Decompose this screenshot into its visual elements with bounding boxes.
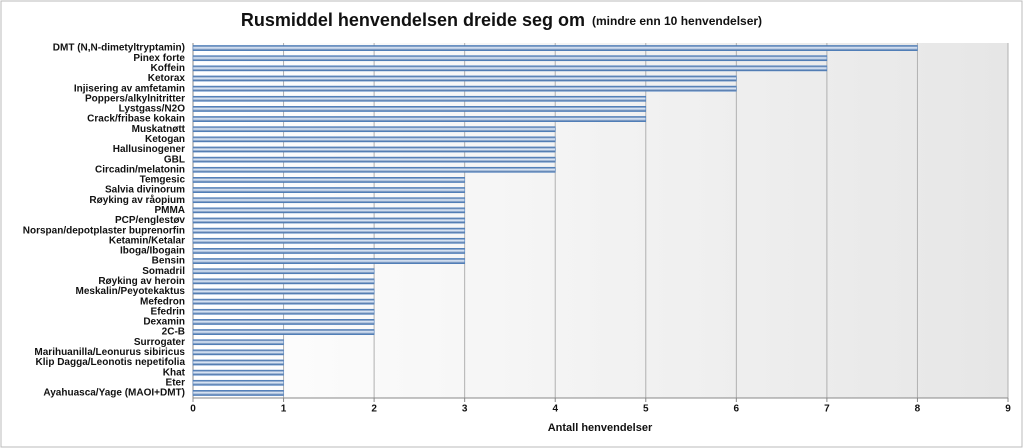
y-tick-label: Somadril — [142, 266, 185, 277]
x-tick-label: 8 — [915, 404, 921, 415]
bar — [192, 390, 284, 396]
chart-title: Rusmiddel henvendelsen dreide seg om — [241, 10, 585, 30]
bar — [192, 75, 737, 82]
y-tick-label: Mefedron — [140, 296, 185, 307]
x-tick-label: 1 — [281, 404, 287, 415]
bar — [192, 359, 284, 366]
bar — [192, 146, 556, 153]
bar — [192, 268, 375, 275]
y-tick-label: Circadin/melatonin — [95, 164, 185, 175]
x-tick-label: 0 — [190, 404, 196, 415]
bar — [192, 369, 284, 376]
bar — [192, 319, 375, 325]
bar — [192, 207, 465, 214]
bar — [192, 379, 284, 386]
bar — [192, 349, 284, 356]
y-tick-label: Crack/fribase kokain — [87, 114, 185, 125]
bar — [192, 95, 647, 102]
y-tick-label: Poppers/alkylnitritter — [85, 93, 185, 104]
chart-subtitle: (mindre enn 10 henvendelser) — [592, 14, 762, 28]
bar — [192, 65, 828, 72]
bar — [192, 177, 465, 183]
y-tick-label: Meskalin/Peyotekaktus — [76, 286, 186, 297]
bar — [192, 166, 556, 173]
y-tick-label: Ketorax — [148, 73, 186, 84]
y-tick-label: Khat — [163, 367, 186, 378]
y-tick-label: Dexamin — [143, 317, 185, 328]
bar — [192, 237, 465, 244]
x-tick-label: 6 — [734, 404, 740, 415]
bar — [192, 126, 556, 133]
y-tick-label: Iboga/Ibogain — [120, 246, 185, 257]
bar — [192, 339, 284, 346]
bar — [192, 85, 737, 92]
y-tick-label: PCP/englestøv — [115, 215, 185, 226]
bar — [192, 217, 465, 224]
y-tick-label: Klip Dagga/Leonotis nepetifolia — [36, 357, 186, 368]
y-tick-label: Eter — [166, 377, 186, 388]
y-tick-label: Røyking av råopium — [89, 194, 185, 206]
bar — [192, 187, 465, 193]
y-tick-label: Marihuanilla/Leonurus sibiricus — [34, 347, 185, 358]
y-tick-label: PMMA — [154, 205, 185, 216]
bar — [192, 248, 465, 254]
x-tick-label: 3 — [462, 404, 468, 415]
x-tick-label: 7 — [824, 404, 830, 415]
bar — [192, 227, 465, 234]
bar — [192, 197, 465, 204]
x-tick-label: 2 — [371, 404, 377, 415]
y-tick-label: Lystgass/N2O — [119, 104, 186, 115]
y-tick-label: Surrogater — [134, 337, 185, 348]
x-axis-label: Antall henvendelser — [548, 422, 653, 434]
bar — [192, 55, 828, 62]
x-tick-label: 5 — [643, 404, 649, 415]
x-tick-label: 4 — [552, 404, 558, 415]
bar — [192, 116, 647, 122]
bar — [192, 136, 556, 143]
y-tick-label: Bensin — [152, 256, 185, 267]
y-tick-label: Norspan/depotplaster buprenorfin — [23, 225, 185, 236]
y-tick-label: Hallusinogener — [113, 144, 185, 155]
x-tick-label: 9 — [1005, 404, 1011, 415]
bar — [192, 258, 465, 264]
y-tick-label: Pinex forte — [133, 53, 185, 64]
y-tick-label: Ayahuasca/Yage (MAOI+DMT) — [43, 388, 185, 399]
bar — [192, 308, 375, 315]
bar — [192, 298, 375, 305]
y-tick-label: Temgesic — [140, 175, 186, 186]
y-tick-label: Injisering av amfetamin — [74, 83, 185, 94]
y-tick-label: Efedrin — [151, 306, 185, 317]
y-tick-label: Ketamin/Ketalar — [109, 235, 185, 246]
y-tick-label: Koffein — [151, 63, 185, 74]
y-tick-label: Røyking av heroin — [98, 276, 185, 287]
bar — [192, 106, 647, 112]
y-tick-label: Ketogan — [145, 134, 185, 145]
bar — [192, 45, 918, 51]
bar — [192, 278, 375, 285]
y-tick-label: Muskatnøtt — [132, 124, 186, 135]
bar — [192, 288, 375, 295]
y-tick-label: GBL — [164, 154, 185, 165]
bar — [192, 329, 375, 335]
y-tick-label: 2C-B — [162, 327, 185, 338]
bar — [192, 156, 556, 163]
y-tick-label: DMT (N,N-dimetyltryptamin) — [53, 43, 185, 54]
y-tick-label: Salvia divinorum — [105, 185, 185, 196]
